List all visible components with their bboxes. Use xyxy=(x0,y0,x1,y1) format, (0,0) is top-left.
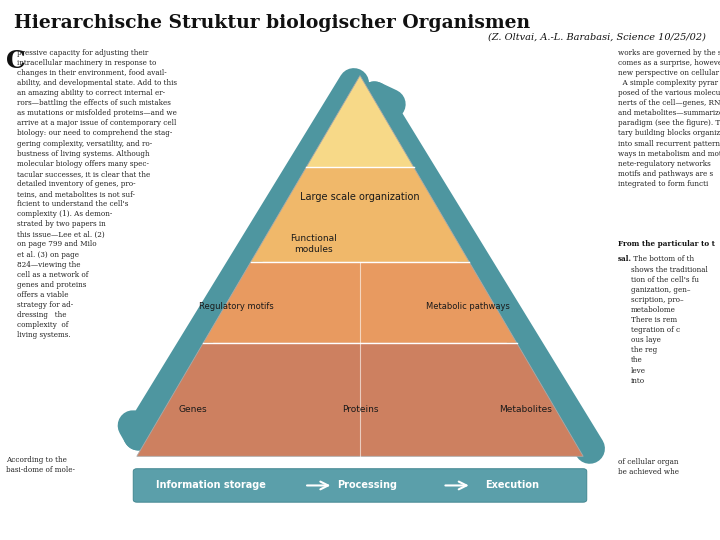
Text: of cellular organ
be achieved whe: of cellular organ be achieved whe xyxy=(618,458,679,476)
Text: Proteins: Proteins xyxy=(342,405,378,414)
Text: Large scale organization: Large scale organization xyxy=(300,192,420,202)
Text: Processing: Processing xyxy=(337,481,397,490)
Text: pressive capacity for adjusting their
intracellular machinery in response to
cha: pressive capacity for adjusting their in… xyxy=(17,49,177,340)
Text: Functional
modules: Functional modules xyxy=(290,234,336,254)
Text: From the particular to t: From the particular to t xyxy=(618,240,715,248)
Text: Metabolites: Metabolites xyxy=(499,405,552,414)
Text: Genes: Genes xyxy=(179,405,207,414)
Text: Metabolic pathways: Metabolic pathways xyxy=(426,302,510,311)
Text: Information storage: Information storage xyxy=(156,481,266,490)
Text: Universality: Universality xyxy=(479,226,528,289)
Text: works are governed by the same
comes as a surprise, however c
new perspective on: works are governed by the same comes as … xyxy=(618,49,720,188)
Text: C: C xyxy=(6,49,26,72)
Text: Regulatory motifs: Regulatory motifs xyxy=(199,302,274,311)
Polygon shape xyxy=(137,343,583,456)
Polygon shape xyxy=(203,262,517,343)
FancyBboxPatch shape xyxy=(133,469,587,502)
Text: Execution: Execution xyxy=(485,481,539,490)
Text: According to the
basi-dome of mole-: According to the basi-dome of mole- xyxy=(6,456,75,475)
Text: sal.: sal. xyxy=(618,255,631,264)
Text: (Z. Oltvai, A.-L. Barabasi, Science 10/25/02): (Z. Oltvai, A.-L. Barabasi, Science 10/2… xyxy=(487,32,706,42)
Polygon shape xyxy=(306,76,414,167)
Polygon shape xyxy=(251,167,469,262)
Text: Hierarchische Struktur biologischer Organismen: Hierarchische Struktur biologischer Orga… xyxy=(14,14,531,31)
Text: The bottom of th
shows the traditional
tion of the cell's fu
ganization, gen–
sc: The bottom of th shows the traditional t… xyxy=(631,255,708,384)
Text: Organism specificity: Organism specificity xyxy=(178,206,256,310)
